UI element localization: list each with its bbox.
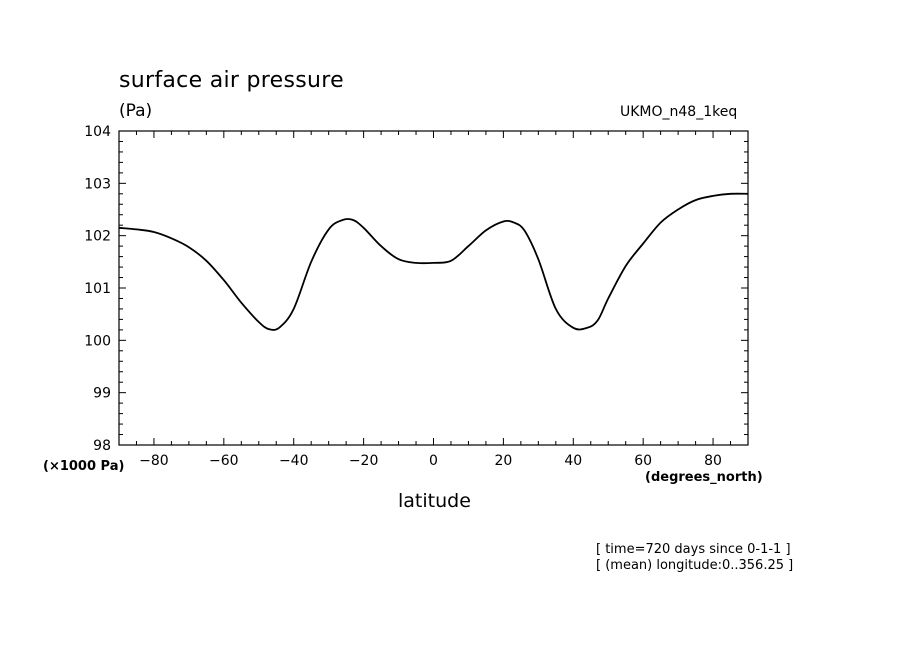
- x-tick-label: −40: [279, 453, 309, 469]
- y-tick-label: 98: [93, 438, 111, 454]
- x-tick-label: 0: [429, 453, 438, 469]
- y-tick-label: 102: [84, 229, 111, 245]
- x-tick-label: −80: [139, 453, 169, 469]
- x-tick-label: 80: [704, 453, 722, 469]
- longitude-note: [ (mean) longitude:0..356.25 ]: [596, 558, 794, 573]
- y-tick-label: 99: [93, 386, 111, 402]
- chart-title: surface air pressure: [119, 68, 344, 93]
- x-tick-label: −60: [209, 453, 239, 469]
- x-tick-label: 40: [564, 453, 582, 469]
- x-tick-label: 60: [634, 453, 652, 469]
- time-note: [ time=720 days since 0-1-1 ]: [596, 542, 791, 557]
- plot-frame: [118, 130, 749, 446]
- y-tick-label: 104: [84, 124, 111, 140]
- model-label: UKMO_n48_1keq: [620, 104, 738, 120]
- x-tick-label: −20: [349, 453, 379, 469]
- y-scale-note: (×1000 Pa): [43, 459, 125, 474]
- x-axis-label: latitude: [398, 490, 471, 512]
- x-tick-label: 20: [494, 453, 512, 469]
- y-tick-label: 100: [84, 333, 111, 349]
- y-tick-label: 101: [84, 281, 111, 297]
- pressure-line: [118, 192, 749, 331]
- x-units-note: (degrees_north): [645, 470, 763, 485]
- y-tick-label: 103: [84, 176, 111, 192]
- units-label: (Pa): [119, 101, 153, 121]
